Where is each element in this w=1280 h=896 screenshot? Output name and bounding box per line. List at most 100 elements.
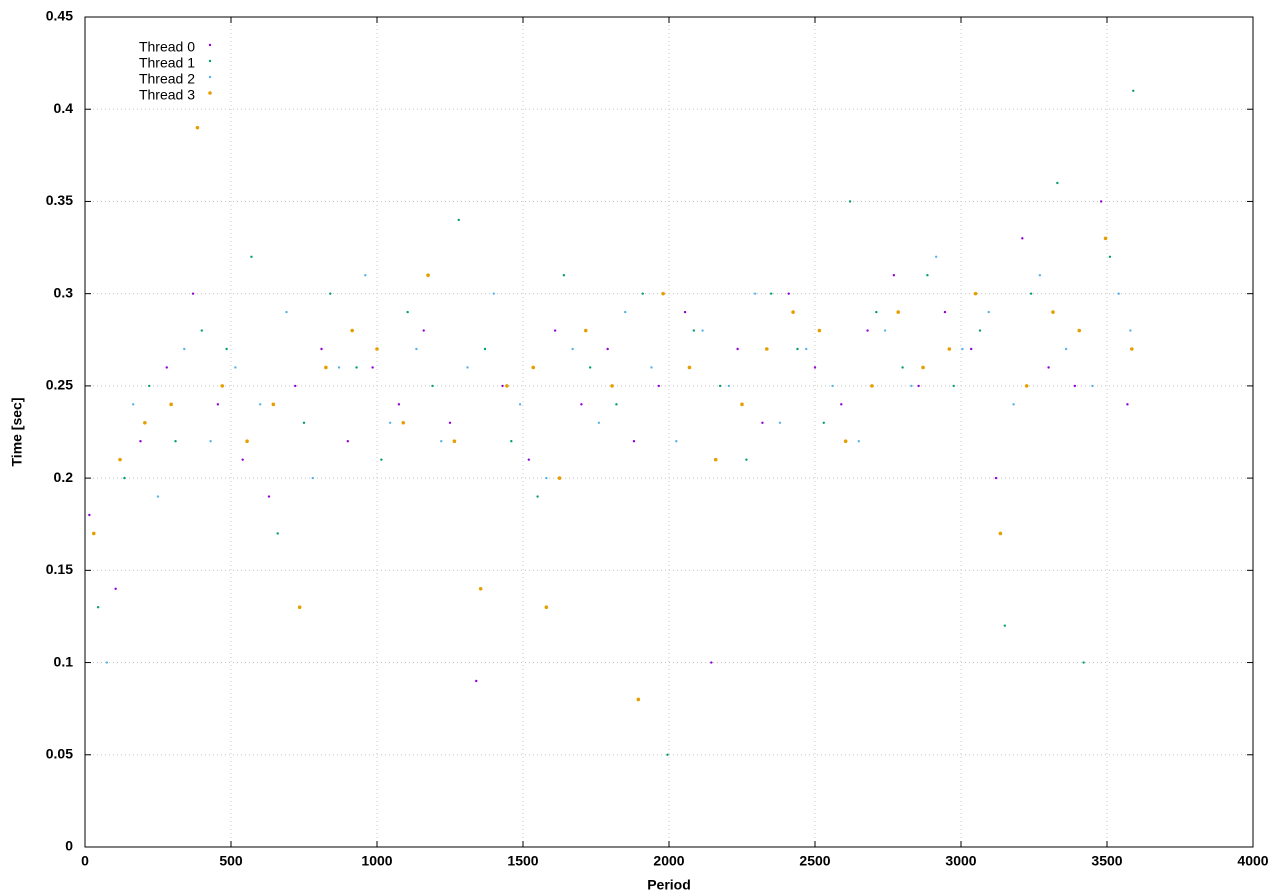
point (118, 457, 122, 462)
point (302, 421, 306, 424)
point (440, 440, 443, 443)
point (431, 384, 434, 388)
point (311, 476, 314, 480)
point (169, 402, 173, 407)
legend-label: Thread 2 (139, 71, 195, 87)
point (562, 274, 566, 277)
point (397, 403, 401, 406)
point (926, 274, 929, 277)
point (241, 458, 244, 461)
point (1082, 661, 1085, 664)
point (267, 495, 271, 498)
point (143, 420, 147, 425)
legend-label: Thread 1 (139, 55, 195, 71)
point (791, 310, 795, 314)
point (910, 384, 913, 388)
point (346, 440, 349, 443)
point (636, 697, 641, 702)
point (952, 384, 955, 388)
point (259, 403, 262, 406)
point (271, 402, 276, 407)
x-tick-label: 0 (81, 853, 89, 869)
point (276, 532, 279, 535)
y-tick-label: 0.25 (46, 377, 73, 393)
point (745, 458, 748, 461)
point (831, 384, 834, 388)
point (943, 310, 947, 314)
point (1024, 384, 1029, 388)
point (740, 402, 744, 407)
point (1099, 200, 1103, 203)
point (650, 366, 653, 369)
point (661, 291, 665, 296)
y-axis-label: Time [sec] (9, 398, 25, 467)
point (1051, 310, 1055, 314)
point (245, 439, 249, 444)
point (1103, 236, 1108, 241)
point (571, 347, 574, 351)
point (220, 384, 225, 388)
point (527, 458, 531, 461)
point (866, 329, 869, 332)
point (536, 495, 539, 498)
point (597, 421, 601, 424)
point (761, 421, 764, 424)
point (843, 439, 848, 444)
point (657, 384, 660, 388)
point (466, 366, 469, 369)
point (1091, 384, 1094, 388)
point (531, 365, 536, 370)
point (710, 661, 713, 664)
point (610, 384, 614, 388)
point (105, 661, 109, 664)
point (406, 310, 409, 314)
point (718, 384, 722, 388)
point (371, 366, 374, 369)
y-tick-label: 0.1 (54, 653, 74, 669)
point (687, 365, 692, 370)
point (415, 347, 418, 351)
point (401, 420, 406, 425)
point (796, 347, 799, 351)
point (917, 384, 920, 388)
point (320, 347, 323, 351)
point (492, 292, 495, 295)
point (822, 421, 825, 424)
point (174, 440, 177, 443)
point (675, 440, 678, 443)
point (805, 347, 808, 351)
point (1077, 328, 1082, 333)
point (1003, 624, 1006, 627)
legend-marker (208, 75, 212, 79)
point (457, 218, 460, 222)
x-tick-label: 4000 (1237, 853, 1268, 869)
x-tick-label: 1000 (361, 853, 392, 869)
point (557, 476, 562, 480)
point (875, 310, 878, 314)
point (553, 329, 557, 332)
point (765, 347, 769, 351)
point (426, 273, 430, 278)
legend-marker (208, 59, 212, 63)
point (770, 292, 773, 295)
point (998, 531, 1003, 536)
point (701, 329, 704, 332)
point (961, 347, 964, 351)
point (123, 476, 126, 480)
point (1012, 403, 1015, 406)
point (1126, 403, 1129, 406)
point (139, 440, 142, 443)
point (987, 310, 990, 314)
legend-label: Thread 0 (139, 39, 195, 55)
point (510, 440, 513, 443)
point (216, 403, 220, 406)
point (475, 679, 478, 683)
point (978, 329, 982, 332)
point (250, 255, 253, 258)
point (1132, 89, 1135, 92)
point (165, 366, 168, 369)
point (545, 476, 548, 480)
point (448, 421, 452, 424)
